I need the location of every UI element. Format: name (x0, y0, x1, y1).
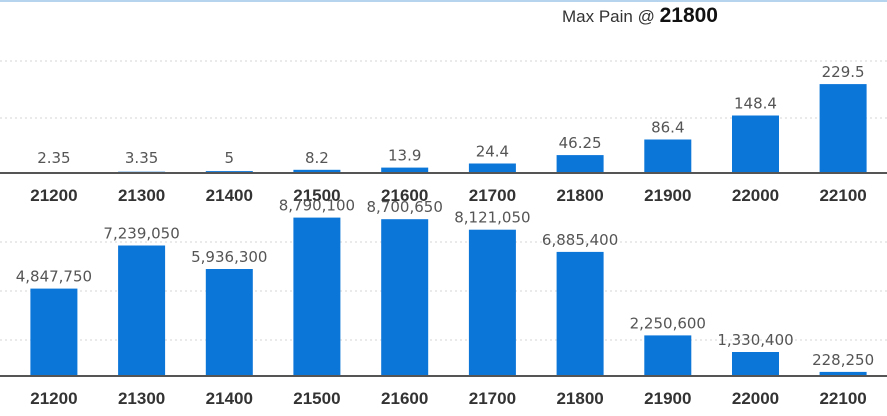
data-label-22100: 228,250 (812, 351, 874, 369)
data-label-21700: 24.4 (476, 143, 509, 161)
bar-22100 (819, 371, 867, 376)
tick-label-21300: 21300 (118, 186, 165, 205)
bar-21300 (118, 245, 166, 376)
tick-label-22100: 22100 (819, 186, 866, 205)
max-pain-prefix: Max Pain @ (562, 7, 655, 26)
top-border (0, 0, 887, 2)
data-label-22100: 229.5 (822, 63, 865, 81)
data-label-22000: 148.4 (734, 95, 777, 113)
data-label-21500: 8.2 (305, 149, 329, 167)
tick-label-21400: 21400 (206, 389, 253, 408)
bar-21900 (644, 335, 692, 376)
max-pain-value: 21800 (659, 4, 718, 27)
data-label-21200: 4,847,750 (16, 268, 92, 286)
tick-label-21500: 21500 (293, 186, 340, 205)
tick-label-21600: 21600 (381, 186, 428, 205)
tick-label-21700: 21700 (469, 186, 516, 205)
tick-label-22000: 22000 (732, 389, 779, 408)
bar-22000 (732, 352, 779, 376)
tick-label-21800: 21800 (556, 389, 603, 408)
tick-label-21600: 21600 (381, 389, 428, 408)
tick-label-21900: 21900 (644, 389, 691, 408)
bar-21500 (293, 217, 341, 376)
data-label-21900: 2,250,600 (630, 314, 706, 332)
data-label-21800: 6,885,400 (542, 231, 618, 249)
data-label-21300: 7,239,050 (103, 225, 179, 243)
bar-21200 (30, 288, 78, 376)
bar-21400 (205, 269, 253, 376)
data-label-21700: 8,121,050 (454, 209, 530, 227)
tick-label-21300: 21300 (118, 389, 165, 408)
data-label-21900: 86.4 (651, 119, 684, 137)
bar-21900 (644, 139, 692, 173)
data-label-21500: 8,790,100 (279, 197, 355, 215)
tick-label-21500: 21500 (293, 389, 340, 408)
bar-22100 (819, 84, 867, 173)
tick-label-21200: 21200 (30, 389, 77, 408)
chart-open-interest: 4,847,750 21200 7,239,050 21300 5,936,300 214… (0, 197, 887, 408)
data-label-22000: 1,330,400 (717, 331, 793, 349)
bar-21800 (556, 155, 604, 173)
bar-21700 (468, 163, 516, 173)
tick-label-21900: 21900 (644, 186, 691, 205)
data-label-21800: 46.25 (559, 134, 602, 152)
bar-21800 (556, 251, 604, 376)
tick-label-21200: 21200 (30, 186, 77, 205)
data-label-21600: 8,700,650 (367, 198, 443, 216)
data-label-21400: 5 (225, 149, 235, 167)
tick-label-21700: 21700 (469, 389, 516, 408)
tick-label-21400: 21400 (206, 186, 253, 205)
tick-label-22000: 22000 (732, 186, 779, 205)
data-label-21400: 5,936,300 (191, 248, 267, 266)
max-pain-title: Max Pain @ 21800 (562, 4, 718, 28)
bar-22000 (732, 115, 779, 173)
data-label-21200: 2.35 (37, 149, 70, 167)
data-label-21300: 3.35 (125, 149, 158, 167)
bar-21700 (468, 229, 516, 376)
data-label-21600: 13.9 (388, 147, 421, 165)
tick-label-21800: 21800 (556, 186, 603, 205)
tick-label-22100: 22100 (819, 389, 866, 408)
bar-21600 (381, 167, 429, 173)
bar-21600 (381, 219, 429, 376)
bar-21500 (293, 169, 341, 173)
chart-premium: 2.35 21200 3.35 21300 5 21400 8.2 21500 13.9 2160… (0, 60, 887, 205)
